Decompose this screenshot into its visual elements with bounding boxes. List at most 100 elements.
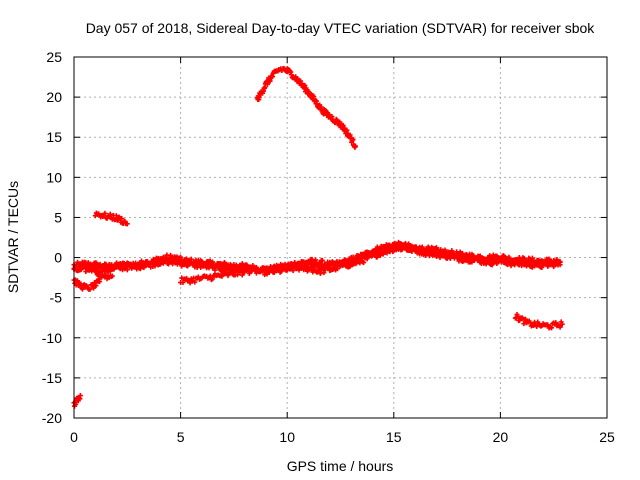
y-tick-label: 5	[54, 209, 62, 225]
data-point	[129, 265, 135, 271]
ticks: -20 -15 -10 -5 0 5 10 15 20 25 0 5 10 15 20 25	[42, 49, 615, 445]
data-point	[553, 320, 559, 326]
data-point	[321, 270, 327, 276]
data-point	[365, 253, 371, 259]
x-axis-label: GPS time / hours	[287, 458, 394, 474]
data-point	[77, 267, 83, 273]
x-tick-label: 15	[386, 429, 402, 445]
data-point	[319, 257, 325, 263]
data-point	[403, 244, 409, 250]
data-point	[159, 257, 165, 263]
data-point	[361, 260, 367, 266]
data-point	[116, 265, 122, 271]
data-point	[138, 264, 144, 270]
data-point	[202, 260, 208, 266]
data-point	[273, 268, 279, 274]
data-point	[458, 251, 464, 257]
grid	[74, 57, 607, 418]
y-axis-label: SDTVAR / TECUs	[5, 181, 21, 293]
data-point	[158, 261, 164, 267]
data-point	[109, 273, 115, 279]
plot-frame	[73, 56, 608, 419]
y-tick-label: -15	[42, 370, 62, 386]
data-point	[164, 258, 170, 264]
data-point	[77, 393, 83, 399]
data-point	[414, 249, 420, 255]
data-point	[295, 261, 301, 267]
data-point	[96, 269, 102, 275]
series-arc-10	[254, 65, 358, 150]
x-tick-label: 5	[177, 429, 185, 445]
data-point	[328, 264, 334, 270]
data-point	[107, 211, 113, 217]
series-main-band-mid	[71, 241, 563, 276]
series-early-arc	[71, 276, 103, 292]
data-point	[456, 256, 462, 262]
data-point	[313, 257, 319, 263]
data-point	[113, 213, 119, 219]
data-point	[446, 254, 452, 260]
data-point	[317, 271, 323, 277]
data-point	[242, 269, 248, 275]
data-point	[107, 265, 113, 271]
y-tick-label: 10	[46, 169, 62, 185]
data-point	[298, 78, 304, 84]
y-tick-label: -5	[50, 290, 63, 306]
data-point	[529, 257, 535, 263]
data-point	[193, 263, 199, 269]
data-point	[160, 260, 166, 266]
data-point	[515, 260, 521, 266]
data-point	[212, 265, 218, 271]
data-point	[105, 266, 111, 272]
data-point	[350, 137, 356, 143]
data-point	[539, 264, 545, 270]
data-point	[127, 261, 133, 267]
y-tick-label: -10	[42, 330, 62, 346]
y-tick-label: 15	[46, 129, 62, 145]
data-point	[91, 285, 97, 291]
data-point	[520, 257, 526, 263]
data-point	[534, 262, 540, 268]
y-tick-label: 25	[46, 49, 62, 65]
data-point	[549, 325, 555, 331]
data-point	[521, 321, 527, 327]
data-point	[253, 265, 259, 271]
data-point	[304, 264, 310, 270]
data-point	[419, 246, 425, 252]
data-point	[344, 127, 350, 133]
data-point	[294, 266, 300, 272]
data-point	[350, 254, 356, 260]
series-upper-left	[92, 210, 130, 227]
y-tick-label: 20	[46, 89, 62, 105]
data-point	[111, 266, 117, 272]
data-point	[490, 255, 496, 261]
series-segment-5-8	[178, 267, 248, 286]
data-point	[271, 264, 277, 270]
data-point	[225, 273, 231, 279]
data-point	[385, 243, 391, 249]
data-point	[97, 279, 103, 285]
data-layer	[71, 65, 565, 409]
chart-title: Day 057 of 2018, Sidereal Day-to-day VTE…	[86, 20, 596, 36]
data-point	[500, 256, 506, 262]
data-point	[515, 313, 521, 319]
data-point	[124, 221, 130, 227]
data-point	[302, 82, 308, 88]
y-tick-label: -20	[42, 410, 62, 426]
data-point	[352, 143, 358, 149]
data-point	[545, 322, 551, 328]
data-point	[80, 286, 86, 292]
series-short-dip	[92, 268, 115, 282]
data-point	[557, 324, 563, 330]
data-point	[484, 259, 490, 265]
data-point	[439, 250, 445, 256]
data-point	[124, 267, 130, 273]
data-point	[178, 254, 184, 260]
data-point	[168, 256, 174, 262]
data-point	[256, 94, 262, 100]
data-point	[374, 251, 380, 257]
data-point	[559, 321, 565, 327]
data-point	[393, 242, 399, 248]
